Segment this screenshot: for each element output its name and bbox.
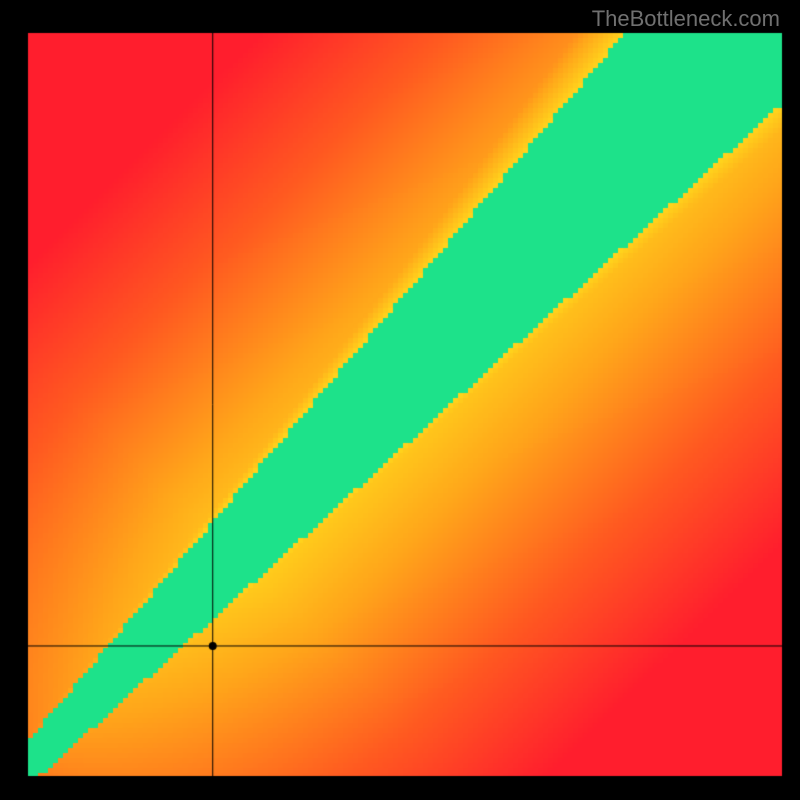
- heatmap-canvas: [0, 0, 800, 800]
- watermark-text: TheBottleneck.com: [592, 6, 780, 32]
